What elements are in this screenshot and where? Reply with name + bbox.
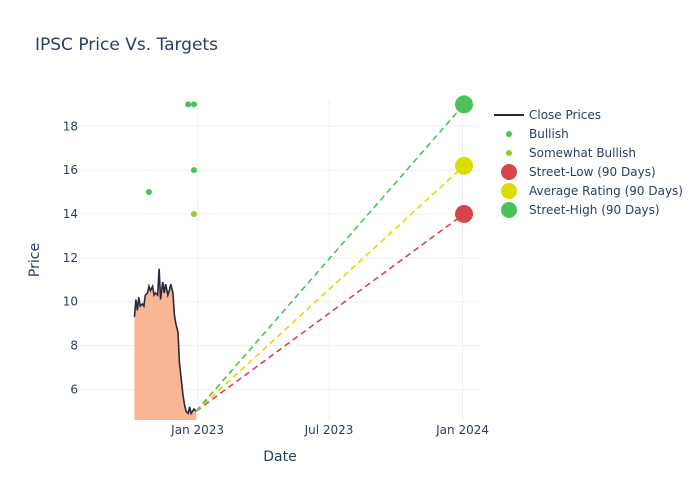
target-line	[195, 213, 465, 412]
legend-swatch	[506, 150, 512, 156]
legend-label: Somewhat Bullish	[529, 146, 636, 160]
legend-swatch	[501, 164, 517, 180]
legend-label: Close Prices	[529, 108, 601, 122]
target-line	[195, 103, 465, 412]
target-marker	[455, 204, 474, 223]
target-line	[195, 165, 465, 412]
rating-point	[190, 101, 197, 108]
x-tick-label: Jan 2024	[435, 423, 489, 437]
y-tick-label: 8	[70, 338, 78, 352]
y-axis-title: Price	[27, 243, 43, 277]
legend-label: Street-Low (90 Days)	[529, 165, 656, 179]
rating-point	[190, 210, 197, 217]
x-tick-label: Jul 2023	[304, 423, 354, 437]
legend-swatch	[506, 131, 512, 137]
target-marker	[455, 95, 474, 114]
area-layer	[134, 268, 197, 420]
rating-point	[145, 189, 152, 196]
rating-point	[185, 101, 192, 108]
y-tick-label: 12	[63, 251, 78, 265]
legend-label: Average Rating (90 Days)	[529, 184, 683, 198]
legend: Close Prices Bullish Somewhat Bullish Stree…	[494, 108, 683, 218]
y-tick-label: 18	[63, 119, 78, 133]
target-marker	[455, 156, 474, 175]
x-axis-title: Date	[263, 449, 296, 465]
point-layer	[145, 101, 197, 217]
y-tick-label: 6	[70, 382, 78, 396]
legend-label: Bullish	[529, 127, 569, 141]
y-tick-label: 14	[63, 207, 78, 221]
y-tick-label: 10	[63, 295, 78, 309]
target-layer	[195, 95, 474, 412]
close-price-area	[134, 268, 197, 420]
axis-layer: 6 8 10 12 14 16 18 Jan 2023 Jul 2023 Jan 2024	[63, 119, 489, 437]
legend-label: Street-High (90 Days)	[529, 203, 660, 217]
x-tick-label: Jan 2023	[170, 423, 224, 437]
line-layer	[133, 268, 197, 416]
close-price-line	[133, 268, 197, 416]
chart-title: IPSC Price Vs. Targets	[35, 35, 218, 55]
y-tick-label: 16	[63, 163, 78, 177]
legend-swatch	[501, 183, 517, 199]
legend-swatch	[501, 202, 517, 218]
rating-point	[190, 167, 197, 174]
